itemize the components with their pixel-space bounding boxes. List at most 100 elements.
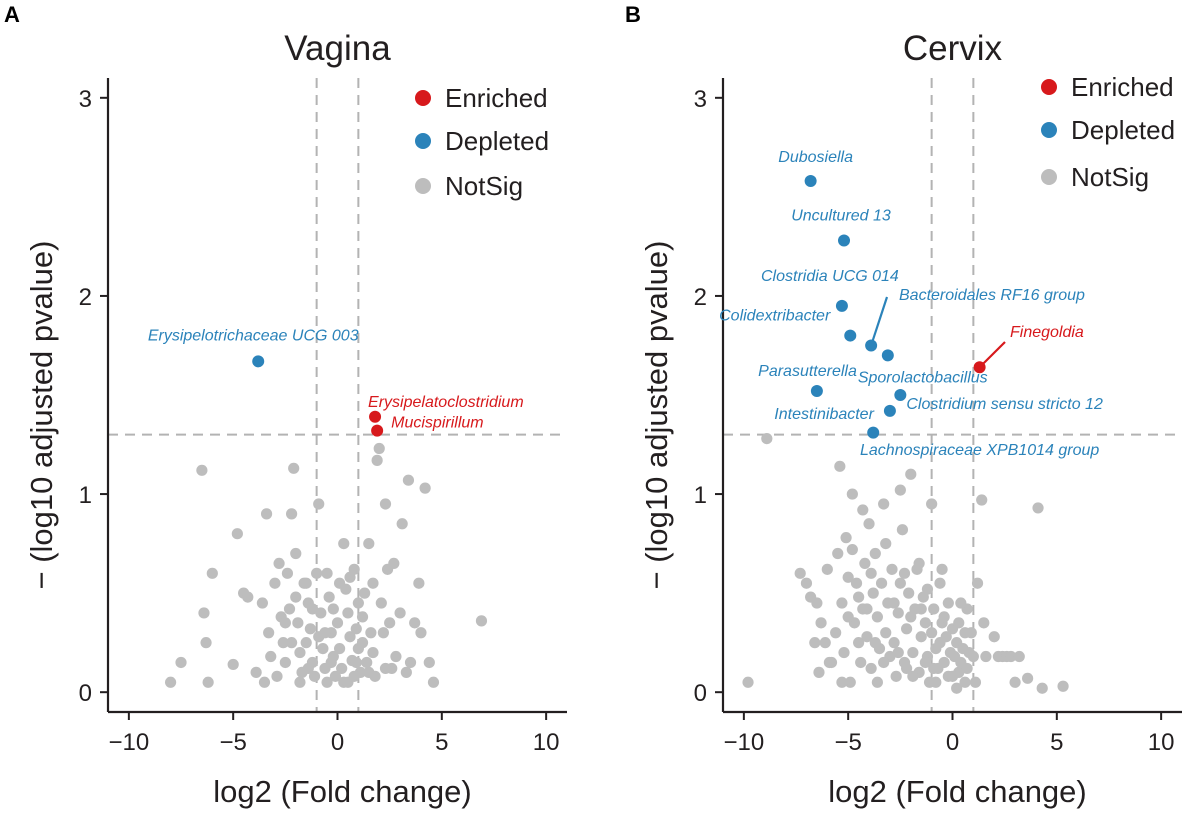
x-axis-title: log2 (Fold change)	[828, 774, 1087, 809]
notsig-point	[867, 587, 879, 599]
notsig-point	[273, 557, 285, 570]
notsig-point	[363, 537, 375, 550]
y-tick-label: 3	[694, 86, 707, 113]
legend-swatch-depleted	[415, 133, 431, 149]
legend-swatch-enriched	[1041, 79, 1057, 95]
notsig-point	[344, 631, 356, 643]
notsig-point	[928, 662, 940, 675]
notsig-point	[907, 646, 919, 659]
x-tick-label: −5	[834, 729, 861, 756]
panel-title: Cervix	[903, 29, 1003, 68]
notsig-point	[377, 627, 389, 639]
notsig-point	[363, 666, 375, 678]
notsig-point	[1057, 680, 1069, 692]
notsig-point	[892, 646, 904, 659]
notsig-point	[350, 623, 362, 635]
legend-label-notsig: NotSig	[1071, 162, 1149, 192]
notsig-point	[940, 631, 952, 643]
point-label: Clostridia UCG 014	[761, 268, 899, 285]
notsig-point	[930, 676, 942, 688]
notsig-point	[384, 617, 396, 629]
notsig-point	[294, 676, 306, 688]
notsig-point	[356, 611, 369, 623]
y-axis-title: − (log10 adjusted pvalue)	[639, 241, 674, 590]
notsig-point	[388, 557, 400, 570]
y-axis-title: − (log10 adjusted pvalue)	[24, 241, 59, 590]
notsig-point	[242, 591, 254, 603]
notsig-point	[988, 631, 1000, 643]
depleted-point	[252, 355, 265, 368]
notsig-point	[844, 676, 856, 688]
notsig-point	[869, 637, 881, 649]
notsig-point	[896, 524, 909, 536]
notsig-point	[915, 603, 927, 615]
notsig-point	[1036, 682, 1048, 694]
notsig-point	[373, 442, 385, 455]
notsig-point	[871, 676, 883, 688]
notsig-point	[942, 597, 954, 609]
y-tick-label: 0	[79, 680, 92, 707]
notsig-point	[888, 637, 900, 649]
notsig-point	[281, 567, 294, 579]
notsig-point	[227, 658, 239, 671]
point-label: Colidextribacter	[719, 308, 831, 325]
notsig-point	[198, 607, 210, 619]
notsig-point	[290, 591, 302, 603]
notsig-point	[342, 607, 354, 619]
notsig-point	[907, 670, 919, 682]
notsig-point	[260, 508, 273, 520]
notsig-point	[936, 563, 948, 575]
notsig-point	[955, 597, 967, 609]
notsig-point	[400, 666, 412, 678]
notsig-point	[926, 498, 938, 510]
depleted-point	[804, 175, 817, 188]
notsig-point	[311, 567, 323, 579]
notsig-point	[196, 464, 208, 476]
notsig-point	[980, 650, 992, 663]
notsig-point	[336, 662, 348, 675]
y-tick-label: 3	[79, 86, 92, 113]
depleted-point	[894, 389, 907, 401]
y-tick-label: 2	[79, 284, 92, 311]
label-leader-line	[870, 296, 889, 346]
notsig-point	[379, 662, 392, 675]
point-label: Bacteroidales RF16 group	[899, 287, 1085, 304]
notsig-point	[959, 676, 971, 688]
panel-letter: A	[4, 2, 20, 27]
notsig-point	[317, 643, 329, 655]
notsig-point	[352, 597, 364, 609]
notsig-point	[348, 670, 360, 682]
notsig-point	[250, 666, 262, 678]
notsig-point	[865, 662, 877, 675]
notsig-point	[279, 656, 291, 669]
notsig-point	[890, 670, 902, 682]
notsig-point	[953, 617, 965, 629]
notsig-point	[853, 637, 865, 649]
point-label: Mucispirillum	[391, 415, 483, 432]
notsig-point	[861, 631, 873, 643]
point-label: Clostridium sensu stricto 12	[906, 396, 1103, 413]
notsig-point	[308, 670, 321, 682]
notsig-point	[423, 656, 435, 669]
notsig-point	[350, 656, 362, 669]
notsig-point	[286, 508, 298, 520]
notsig-point	[834, 460, 846, 472]
notsig-point	[846, 543, 858, 556]
notsig-point	[427, 676, 440, 688]
x-tick-label: −10	[724, 729, 765, 756]
notsig-point	[976, 494, 988, 506]
notsig-point	[811, 597, 823, 609]
notsig-point	[761, 432, 773, 445]
x-tick-label: 10	[533, 729, 560, 756]
notsig-point	[898, 567, 911, 579]
notsig-point	[903, 587, 915, 599]
notsig-point	[821, 563, 833, 575]
notsig-point	[838, 646, 850, 659]
notsig-point	[231, 528, 243, 540]
notsig-point	[379, 498, 392, 510]
notsig-point	[359, 587, 371, 599]
legend-label-enriched: Enriched	[445, 83, 548, 113]
depleted-point	[883, 404, 896, 417]
enriched-point	[371, 424, 384, 437]
notsig-point	[321, 567, 333, 579]
